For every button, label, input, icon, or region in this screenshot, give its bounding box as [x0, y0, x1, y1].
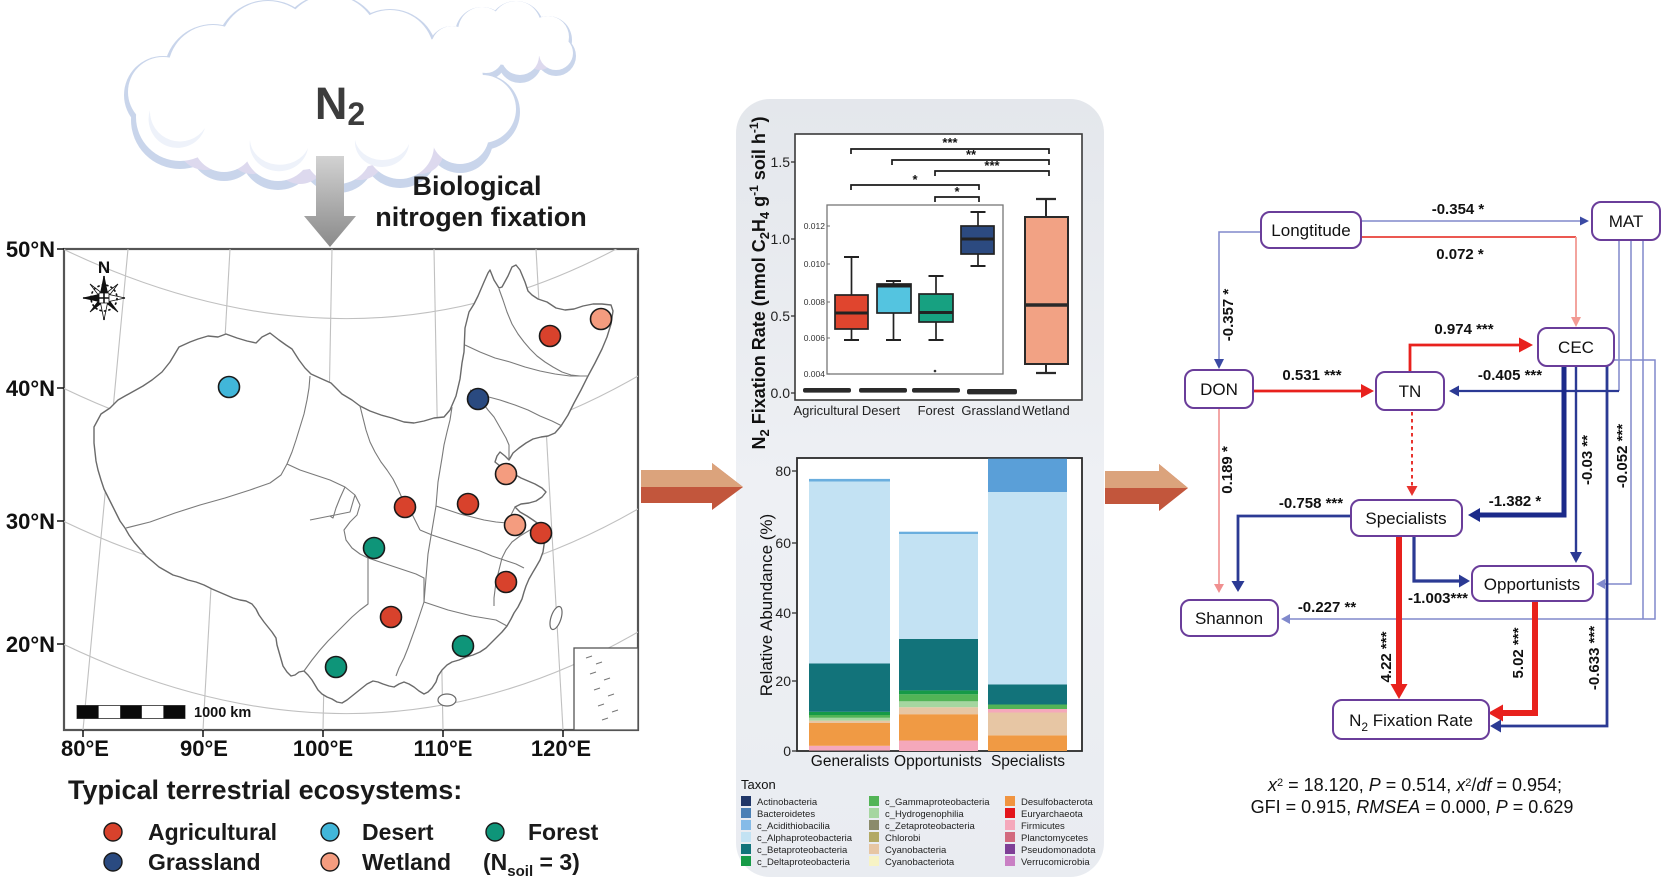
- svg-text:c_Deltaproteobacteria: c_Deltaproteobacteria: [757, 857, 851, 868]
- svg-text:-0.227 **: -0.227 **: [1298, 599, 1357, 616]
- svg-text:MAT: MAT: [1609, 212, 1644, 231]
- svg-text:Bacteroidetes: Bacteroidetes: [757, 809, 815, 820]
- svg-text:20°N: 20°N: [6, 632, 55, 657]
- svg-text:c_Hydrogenophilia: c_Hydrogenophilia: [885, 809, 964, 820]
- svg-text:Specialists: Specialists: [991, 753, 1065, 770]
- svg-text:Forest: Forest: [528, 819, 599, 845]
- svg-text:-1.003***: -1.003***: [1408, 590, 1468, 607]
- svg-text:TN: TN: [1399, 382, 1422, 401]
- svg-text:50°N: 50°N: [6, 237, 55, 262]
- svg-text:0.004: 0.004: [804, 369, 826, 379]
- svg-text:c_Acidithiobacilia: c_Acidithiobacilia: [757, 821, 831, 832]
- svg-text:c_Alphaproteobacteria: c_Alphaproteobacteria: [757, 833, 853, 844]
- svg-text:(Nsoil = 3): (Nsoil = 3): [483, 849, 580, 880]
- svg-text:110°E: 110°E: [414, 736, 473, 761]
- svg-text:N: N: [98, 258, 110, 277]
- svg-text:N2 Fixation Rate: N2 Fixation Rate: [1349, 711, 1473, 734]
- svg-text:Verrucomicrobia: Verrucomicrobia: [1021, 857, 1090, 868]
- svg-text:0.974 ***: 0.974 ***: [1434, 321, 1493, 338]
- svg-text:-1.382 *: -1.382 *: [1489, 493, 1542, 510]
- svg-text:Generalists: Generalists: [811, 753, 890, 770]
- svg-text:4.22 ***: 4.22 ***: [1378, 631, 1395, 682]
- svg-text:0.006: 0.006: [804, 333, 826, 343]
- svg-text:0.531 ***: 0.531 ***: [1282, 367, 1341, 384]
- svg-text:Planctomycetes: Planctomycetes: [1021, 833, 1088, 844]
- svg-text:Typical terrestrial ecosystems: Typical terrestrial ecosystems:: [68, 775, 462, 805]
- svg-text:0.072 *: 0.072 *: [1436, 246, 1484, 263]
- svg-text:Cyanobacteria: Cyanobacteria: [885, 845, 947, 856]
- svg-text:Grassland: Grassland: [148, 849, 261, 875]
- svg-text:-0.354 *: -0.354 *: [1432, 201, 1485, 218]
- svg-text:***: ***: [984, 158, 1000, 173]
- svg-text:0.5: 0.5: [771, 308, 791, 324]
- svg-text:Euryarchaeota: Euryarchaeota: [1021, 809, 1084, 820]
- svg-text:-0.03 **: -0.03 **: [1579, 435, 1596, 485]
- svg-text:1.5: 1.5: [771, 154, 791, 170]
- svg-text:1000 km: 1000 km: [194, 705, 251, 721]
- svg-text:***: ***: [942, 135, 958, 150]
- svg-text:nitrogen fixation: nitrogen fixation: [375, 202, 587, 232]
- svg-text:Wetland: Wetland: [362, 849, 451, 875]
- svg-text:**: **: [966, 147, 977, 162]
- svg-text:Actinobacteria: Actinobacteria: [757, 797, 818, 808]
- svg-text:c_Zetaproteobacteria: c_Zetaproteobacteria: [885, 821, 975, 832]
- svg-text:x2 = 18.120, P = 0.514, x2/df: x2 = 18.120, P = 0.514, x2/df = 0.954;: [1267, 775, 1562, 795]
- svg-text:0: 0: [783, 743, 791, 759]
- svg-text:Desert: Desert: [862, 403, 901, 418]
- svg-text:N2 Fixation Rate (nmol C2H4 g-: N2 Fixation Rate (nmol C2H4 g-1 soil h-1…: [747, 116, 772, 449]
- svg-text:Firmicutes: Firmicutes: [1021, 821, 1065, 832]
- svg-text:100°E: 100°E: [293, 736, 353, 761]
- svg-text:Agricultural: Agricultural: [793, 403, 858, 418]
- svg-text:Cyanobacteriota: Cyanobacteriota: [885, 857, 955, 868]
- svg-text:Wetland: Wetland: [1022, 403, 1069, 418]
- svg-text:-0.405 ***: -0.405 ***: [1478, 367, 1542, 384]
- svg-text:-0.758 ***: -0.758 ***: [1279, 495, 1343, 512]
- svg-text:80: 80: [775, 463, 791, 479]
- svg-text:0.010: 0.010: [804, 259, 826, 269]
- svg-text:-0.357 *: -0.357 *: [1220, 289, 1237, 342]
- svg-text:*: *: [912, 172, 918, 187]
- svg-text:20: 20: [775, 673, 791, 689]
- svg-text:Desulfobacterota: Desulfobacterota: [1021, 797, 1094, 808]
- svg-text:30°N: 30°N: [6, 509, 55, 534]
- svg-text:Forest: Forest: [918, 403, 955, 418]
- svg-text:0.189 *: 0.189 *: [1219, 446, 1236, 494]
- svg-text:40°N: 40°N: [6, 376, 55, 401]
- svg-text:Longtitude: Longtitude: [1271, 221, 1350, 240]
- svg-text:Chlorobi: Chlorobi: [885, 833, 920, 844]
- svg-text:Specialists: Specialists: [1365, 509, 1446, 528]
- svg-text:Relative Abundance (%): Relative Abundance (%): [757, 514, 776, 696]
- svg-text:0.0: 0.0: [771, 385, 791, 401]
- svg-text:80°E: 80°E: [61, 736, 109, 761]
- svg-text:Pseudomonadota: Pseudomonadota: [1021, 845, 1096, 856]
- svg-text:Grassland: Grassland: [961, 403, 1020, 418]
- svg-text:-0.052 ***: -0.052 ***: [1614, 424, 1631, 488]
- svg-text:Desert: Desert: [362, 819, 434, 845]
- svg-text:0.008: 0.008: [804, 297, 826, 307]
- svg-text:Shannon: Shannon: [1195, 609, 1263, 628]
- svg-text:DON: DON: [1200, 380, 1238, 399]
- svg-text:c_Betaproteobacteria: c_Betaproteobacteria: [757, 845, 848, 856]
- svg-text:90°E: 90°E: [180, 736, 228, 761]
- svg-text:40: 40: [775, 605, 791, 621]
- svg-text:1.0: 1.0: [771, 231, 791, 247]
- svg-text:5.02 ***: 5.02 ***: [1510, 627, 1527, 678]
- svg-text:60: 60: [775, 535, 791, 551]
- svg-text:Agricultural: Agricultural: [148, 819, 277, 845]
- svg-text:N2: N2: [315, 78, 365, 132]
- svg-text:Biological: Biological: [412, 171, 541, 201]
- svg-text:c_Gammaproteobacteria: c_Gammaproteobacteria: [885, 797, 990, 808]
- svg-text:Taxon: Taxon: [741, 777, 776, 792]
- svg-text:-0.633 ***: -0.633 ***: [1586, 626, 1603, 690]
- svg-text:120°E: 120°E: [531, 736, 591, 761]
- svg-text:Opportunists: Opportunists: [894, 753, 982, 770]
- svg-text:CEC: CEC: [1558, 338, 1594, 357]
- svg-text:Opportunists: Opportunists: [1484, 575, 1580, 594]
- svg-text:0.012: 0.012: [804, 221, 826, 231]
- svg-text:GFI = 0.915, RMSEA = 0.000, P: GFI = 0.915, RMSEA = 0.000, P = 0.629: [1251, 797, 1574, 817]
- svg-text:*: *: [954, 184, 960, 199]
